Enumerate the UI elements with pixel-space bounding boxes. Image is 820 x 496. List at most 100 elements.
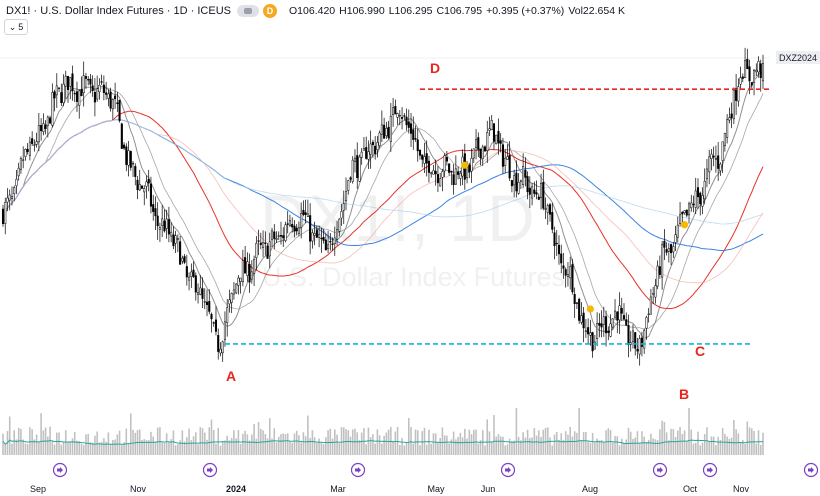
arrow-right-circle-icon[interactable] <box>702 462 718 478</box>
candle-body <box>620 308 623 314</box>
candle-body <box>703 180 706 200</box>
low-value: L106.295 <box>388 5 433 17</box>
arrow-right-circle-icon[interactable] <box>350 462 366 478</box>
candle-body <box>425 153 428 164</box>
volume-bar <box>219 445 222 455</box>
volume-bar <box>710 436 713 455</box>
candle-body <box>495 134 498 145</box>
arrow-right-circle-icon[interactable] <box>803 462 819 478</box>
candle-body <box>477 137 480 150</box>
point-label-c: C <box>695 343 705 359</box>
candle-body <box>134 166 137 177</box>
change-value: +0.395 (+0.37%) <box>486 5 565 17</box>
volume-bar <box>228 440 231 455</box>
volume-bar <box>591 432 594 455</box>
candle-body <box>28 141 31 156</box>
candle-body <box>13 187 16 195</box>
volume-bar <box>51 441 54 455</box>
candle-body <box>15 178 18 187</box>
candle-body <box>176 238 179 240</box>
volume-bar <box>407 418 410 455</box>
candle-body <box>593 341 596 350</box>
volume-bar <box>502 436 504 455</box>
candle-body <box>405 116 408 126</box>
volume-bar <box>329 428 332 455</box>
candle-body <box>1 208 5 224</box>
candle-body <box>721 141 724 161</box>
candle-body <box>616 311 619 321</box>
legend-row[interactable]: DX1! · U.S. Dollar Index Futures · 1D · … <box>6 4 625 18</box>
volume-bar <box>495 436 498 455</box>
volume-bar <box>161 442 163 455</box>
candle-body <box>490 120 493 131</box>
arrow-right-circle-icon[interactable] <box>52 462 68 478</box>
volume-bar <box>742 440 744 455</box>
candle-body <box>652 293 655 295</box>
candle-body <box>744 60 747 79</box>
volume-bar <box>253 424 255 455</box>
volume-bar <box>403 445 406 455</box>
candle-body <box>44 124 47 129</box>
candle-body <box>434 170 437 175</box>
candle-body <box>369 143 372 155</box>
candle-body <box>670 244 673 254</box>
volume-bar <box>683 430 686 455</box>
candle-body <box>629 342 632 345</box>
volume-bar <box>425 444 428 455</box>
volume-bar <box>369 437 372 455</box>
volume-bar <box>428 429 430 455</box>
open-value: O106.420 <box>289 5 336 17</box>
volume-bar <box>295 430 298 455</box>
volume-bar <box>661 420 663 455</box>
candle-body <box>497 130 500 144</box>
flag-icon[interactable] <box>237 5 259 17</box>
symbol-name[interactable]: DX1! <box>6 5 31 17</box>
candle-body <box>609 323 612 337</box>
candle-body <box>116 102 119 104</box>
volume-bar <box>376 429 379 455</box>
volume-bar <box>466 438 468 455</box>
candle-body <box>750 82 753 86</box>
candle-body <box>75 91 79 102</box>
arrow-right-circle-icon[interactable] <box>500 462 516 478</box>
indicators-collapse-button[interactable]: ⌄ 5 <box>4 19 28 35</box>
volume-bar <box>320 442 323 455</box>
arrow-right-circle-icon[interactable] <box>202 462 218 478</box>
delayed-data-badge[interactable]: D <box>263 4 277 18</box>
arrow-right-circle-icon[interactable] <box>652 462 668 478</box>
candle-body <box>470 158 473 172</box>
volume-bar <box>257 422 260 455</box>
candle-body <box>403 115 406 117</box>
volume-bar <box>60 444 63 455</box>
volume-bar <box>159 427 161 455</box>
volume-bar <box>203 432 206 455</box>
candle-body <box>84 76 87 79</box>
volume-bar <box>372 434 374 455</box>
volume-bar <box>511 441 513 455</box>
candle-body <box>158 227 161 230</box>
candle-body <box>10 196 14 199</box>
volume-bar <box>504 445 506 455</box>
signal-marker-dot <box>586 305 594 313</box>
candle-body <box>658 266 661 275</box>
volume-bar <box>668 440 670 455</box>
volume-bar <box>632 438 634 455</box>
volume-bar <box>132 429 134 455</box>
volume-bar <box>481 430 484 455</box>
x-axis-tick-label: 2024 <box>226 484 246 494</box>
volume-bar <box>488 431 491 455</box>
candle-body <box>82 75 85 94</box>
candle-body <box>342 203 345 211</box>
volume-bar <box>455 439 457 455</box>
candle-body <box>443 155 446 172</box>
volume-bar <box>739 442 742 455</box>
candle-body <box>131 162 135 165</box>
volume-bar <box>322 444 325 455</box>
candle-body <box>165 218 168 229</box>
candle-body <box>499 140 502 144</box>
candle-body <box>513 175 516 186</box>
interval-label[interactable]: 1D <box>173 5 188 17</box>
candle-body <box>279 234 283 237</box>
candle-body <box>197 292 200 295</box>
